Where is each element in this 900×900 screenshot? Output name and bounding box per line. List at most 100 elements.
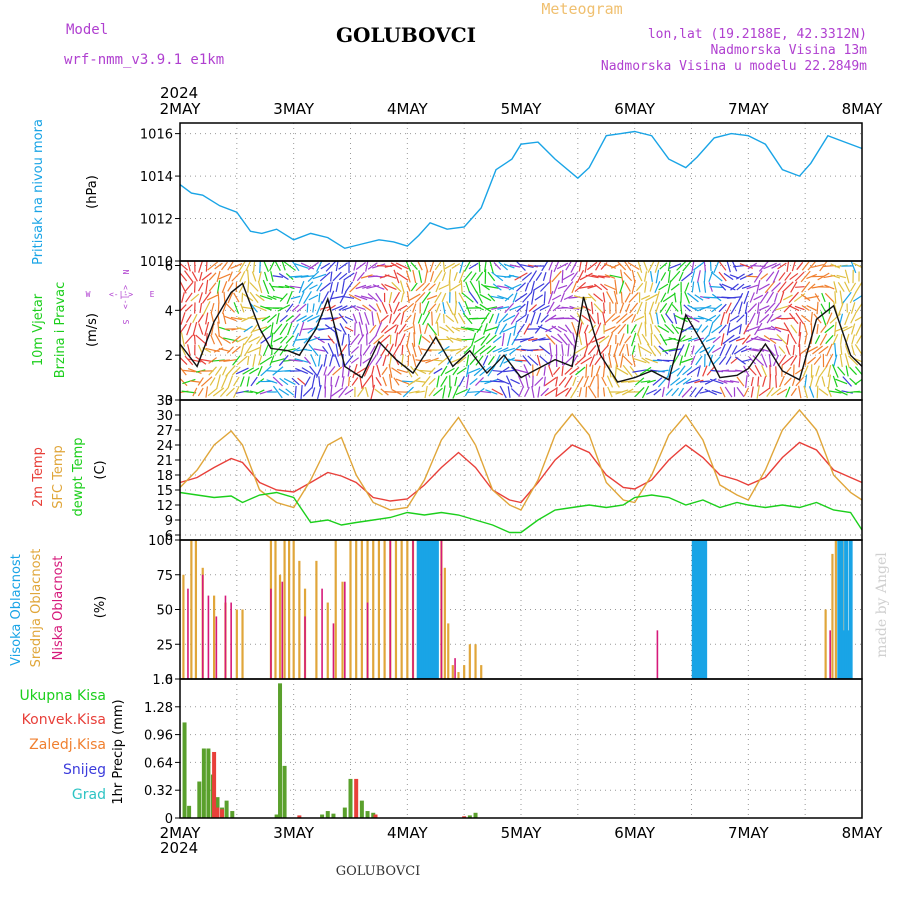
x-tick-label-top: 3MAY (273, 100, 315, 118)
wind-arrow (392, 343, 401, 357)
wind-arrow (580, 356, 593, 365)
wind-arrow (206, 294, 219, 301)
wind-arrow (294, 358, 309, 363)
wind-arrow (374, 388, 383, 396)
wind-arrow (766, 313, 774, 324)
wind-arrow (687, 328, 699, 330)
wind-arrow (696, 365, 701, 377)
wind-arrow (738, 301, 743, 315)
wind-arrow (670, 367, 680, 375)
wind-arrow (433, 359, 443, 362)
mid-cloud-label: Srednja Oblacnost (29, 549, 44, 668)
wind-arrow (725, 356, 732, 365)
x-tick-label-bottom: 7MAY (728, 824, 770, 842)
wind-arrow (737, 292, 744, 303)
wind-arrow (380, 325, 389, 333)
wind-arrow (836, 274, 847, 279)
wind-arrow (193, 281, 196, 293)
low-cloud-bar (201, 574, 204, 679)
total-precip-bar (331, 813, 336, 818)
wind-arrow (238, 261, 247, 273)
wind-arrow (833, 354, 838, 367)
wind-arrow (218, 359, 231, 362)
mid-cloud-bar (383, 540, 386, 679)
x-tick-label-top: 8MAY (842, 100, 884, 118)
mid-cloud-bar (283, 540, 286, 679)
wind-arrow (422, 300, 430, 316)
wind-arrow (602, 387, 606, 397)
wind-arrow (463, 345, 472, 355)
wind-arrow (353, 261, 357, 271)
wind-arrow (354, 366, 368, 376)
wind-arrow (232, 355, 241, 366)
wind-arrow (629, 302, 639, 314)
wind-arrow (475, 291, 484, 304)
wind-arrow (356, 305, 366, 311)
y-tick-label: 0.32 (144, 784, 173, 799)
x-tick-label-top: 5MAY (501, 100, 543, 118)
wind-arrow (364, 387, 369, 397)
wind-arrow (646, 389, 657, 395)
wind-arrow (741, 284, 751, 290)
wind-arrow (694, 386, 704, 398)
wind-arrow (628, 292, 639, 303)
model-elevation-text: Nadmorska Visina u modelu 22.2849m (601, 59, 867, 74)
wind-arrow (446, 301, 454, 315)
mid-cloud-bar (278, 574, 282, 679)
wind-arrow (320, 306, 331, 310)
wind-arrow (712, 335, 721, 344)
wind-arrow (294, 385, 297, 399)
wind-arrow (770, 387, 782, 397)
wind-arrow (830, 263, 841, 269)
wind-arrow (257, 355, 263, 366)
wind-arrow (390, 262, 403, 270)
wind-arrow (634, 377, 645, 386)
wind-arrow (370, 365, 375, 377)
wind-arrow (450, 348, 462, 352)
wind-arrow (513, 338, 529, 341)
wind-arrow (371, 375, 374, 388)
wind-arrow (362, 344, 371, 356)
wind-arrow (236, 327, 248, 331)
wind-arrow (761, 365, 768, 377)
wind-arrow (440, 365, 448, 377)
wind-arrow (590, 301, 594, 315)
wind-arrow (707, 321, 714, 337)
wind-arrow (391, 388, 402, 396)
wind-arrow (221, 302, 228, 314)
wind-arrow (397, 304, 408, 312)
wind-arrow (456, 367, 467, 375)
wind-arrow (334, 375, 340, 388)
wind-arrow (184, 355, 194, 366)
wind-arrow (528, 304, 538, 312)
wind-arrow (205, 312, 209, 325)
wind-arrow (359, 344, 362, 356)
wind-arrow (300, 275, 315, 278)
total-precip-bar (206, 748, 211, 818)
wind-arrow (285, 335, 294, 344)
wind-arrow (442, 385, 446, 399)
wind-arrow (678, 271, 684, 282)
wind-arrow (227, 375, 234, 388)
mid-cloud-bar (457, 672, 460, 679)
wind-arrow (618, 333, 625, 346)
wind-arrow (407, 377, 421, 386)
grid-layer (180, 123, 862, 818)
wind-arrow (844, 311, 851, 326)
wind-arrow (776, 334, 788, 345)
wind-arrow (413, 332, 416, 347)
wind-arrow (608, 353, 612, 368)
wind-arrow (631, 354, 636, 367)
wind-arrow (654, 291, 660, 304)
wind-arrow (271, 358, 285, 363)
wind-arrow (399, 280, 405, 294)
y-tick-label: 27 (156, 424, 173, 439)
wind-arrow (827, 374, 831, 389)
wind-arrow (392, 291, 401, 304)
wind-arrow (503, 347, 515, 353)
wind-arrow (375, 355, 383, 366)
wind-arrow (524, 313, 529, 324)
wind-arrow (627, 380, 640, 383)
wind-arrow (693, 261, 705, 271)
wind-arrow (508, 283, 522, 291)
